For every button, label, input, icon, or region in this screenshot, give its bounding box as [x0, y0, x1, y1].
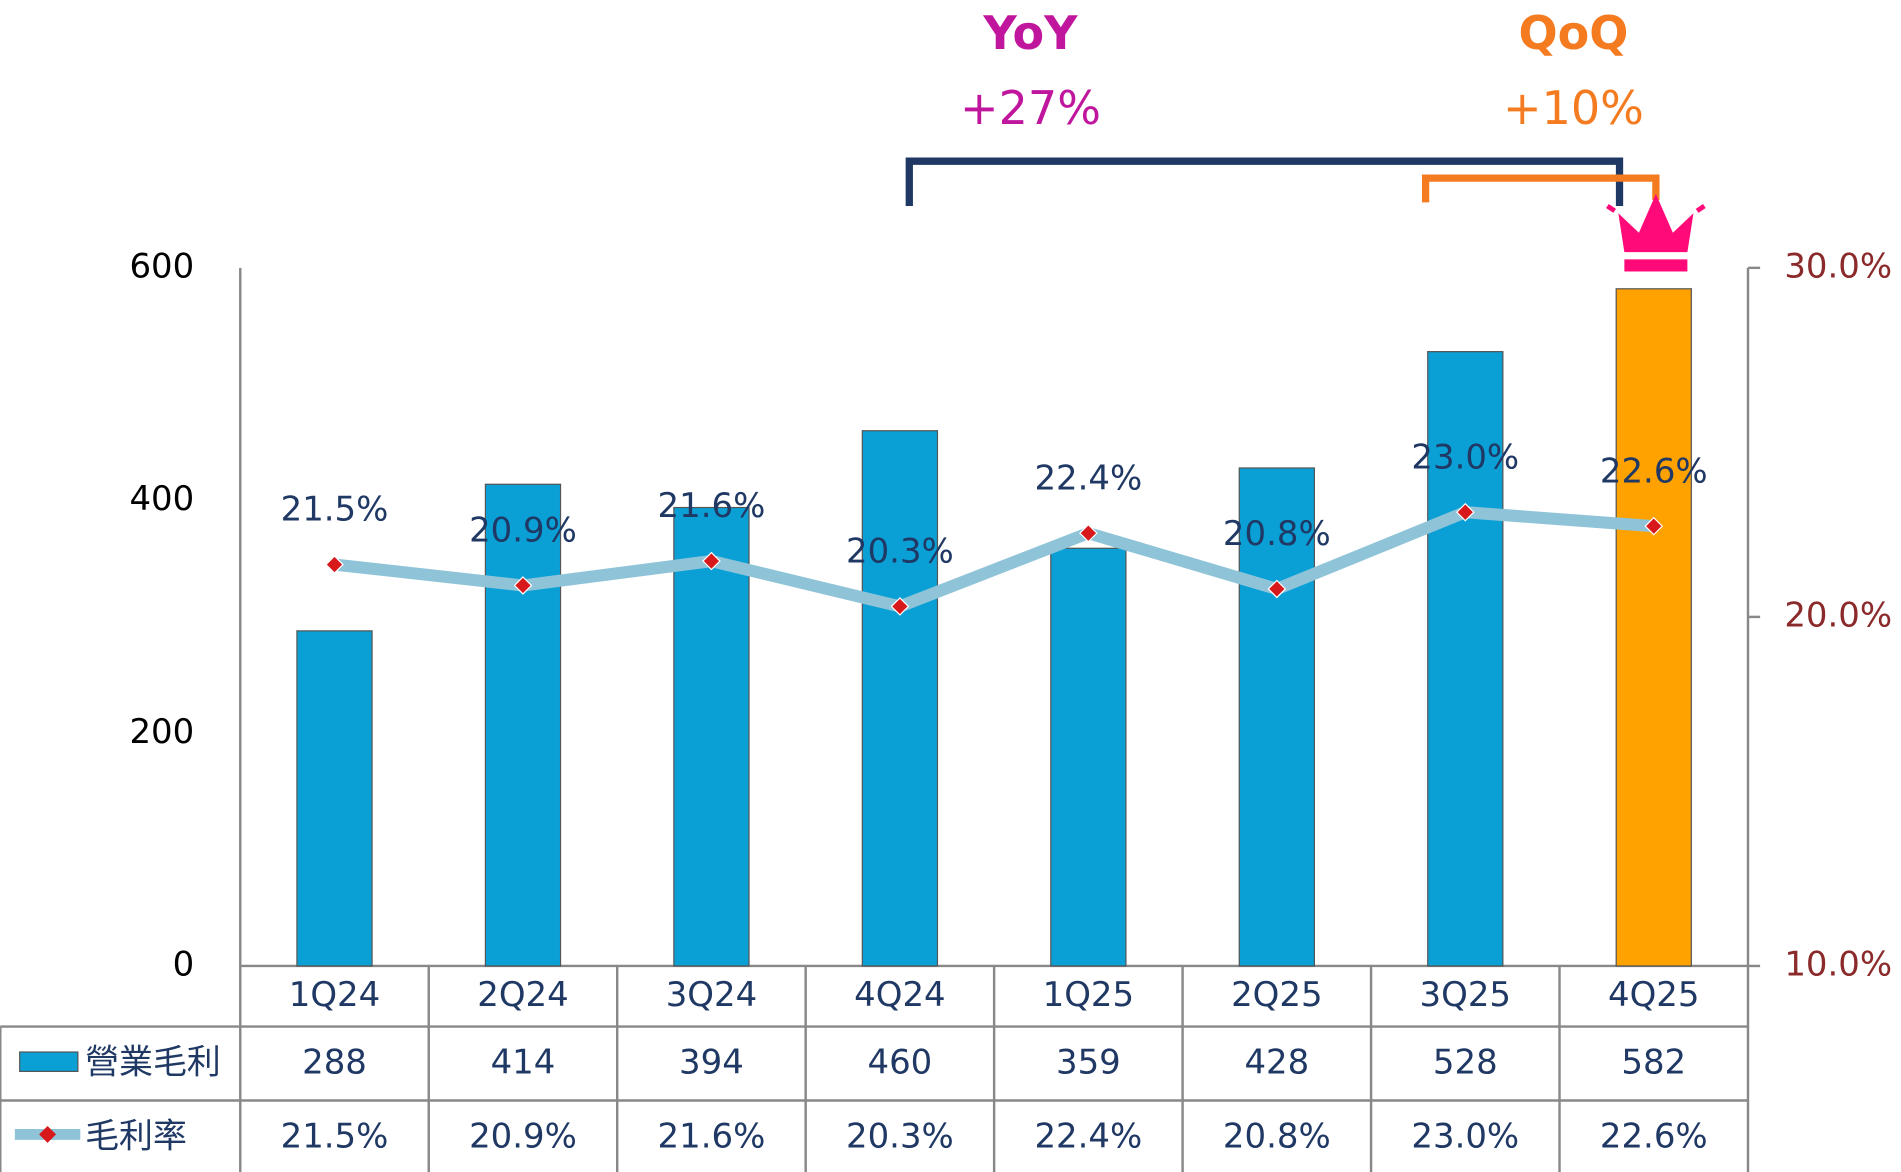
bar [296, 630, 373, 967]
annotation-title: QoQ [1518, 6, 1628, 60]
table-cell: 359 [1056, 1044, 1121, 1083]
x-tick-label: 1Q24 [289, 976, 380, 1015]
bar [1427, 351, 1504, 967]
data-label: 20.8% [1223, 515, 1331, 554]
table-cell: 288 [302, 1044, 367, 1083]
annotation-text: +10% [1503, 81, 1644, 135]
table-cell: 22.6% [1600, 1118, 1708, 1157]
x-tick-label: 2Q25 [1231, 976, 1322, 1015]
annotation-text: +27% [960, 81, 1101, 135]
bar [484, 483, 562, 967]
y-tick-label: 600 [129, 247, 194, 286]
marker [1267, 579, 1287, 599]
x-tick-label: 1Q25 [1043, 976, 1134, 1015]
bar [1050, 547, 1127, 967]
y2-tick-label: 20.0% [1784, 596, 1892, 635]
crown [1606, 193, 1706, 272]
bar [1238, 467, 1316, 967]
data-label: 21.6% [658, 487, 766, 526]
y2-tick-label: 10.0% [1784, 945, 1892, 984]
y2-tick-label: 30.0% [1784, 247, 1892, 286]
table-cell: 414 [491, 1044, 556, 1083]
x-tick-label: 2Q24 [477, 976, 568, 1015]
table-cell: 20.8% [1223, 1118, 1331, 1157]
marker [890, 597, 910, 616]
y-tick-label: 400 [129, 480, 194, 519]
table-cell: 20.3% [846, 1118, 954, 1157]
marker [513, 576, 533, 595]
x-tick-label: 4Q24 [854, 976, 945, 1015]
bar [673, 506, 750, 967]
data-label: 22.4% [1034, 459, 1142, 498]
yoy-bracket [905, 157, 1624, 207]
data-label: 21.5% [281, 491, 389, 530]
annotation-title: YoY [982, 6, 1078, 60]
data-label: 20.9% [469, 512, 577, 551]
x-tick-label: 3Q25 [1420, 976, 1511, 1015]
legend-label: 營業毛利 [85, 1044, 221, 1083]
table-cell: 20.9% [469, 1118, 577, 1157]
marker [325, 555, 344, 574]
data-label: 23.0% [1411, 438, 1519, 477]
table-cell: 582 [1621, 1044, 1686, 1083]
marker [702, 551, 721, 571]
legend-label: 毛利率 [85, 1118, 187, 1157]
y-tick-label: 200 [129, 713, 194, 752]
table-cell: 528 [1433, 1044, 1498, 1083]
table-cell: 21.6% [658, 1118, 766, 1157]
y-tick-label: 0 [173, 945, 195, 984]
marker [1644, 516, 1664, 536]
line [333, 506, 1655, 613]
table-cell: 394 [679, 1044, 744, 1083]
data-label: 20.3% [846, 533, 954, 572]
table-cell: 428 [1244, 1044, 1309, 1083]
legend-swatch [19, 1051, 79, 1073]
legend-swatch [39, 1125, 57, 1143]
x-tick-label: 3Q24 [666, 976, 757, 1015]
bar [1615, 288, 1692, 967]
table-cell: 22.4% [1034, 1118, 1142, 1157]
table-cell: 21.5% [281, 1118, 389, 1157]
marker [1079, 523, 1098, 543]
data-label: 22.6% [1600, 452, 1708, 491]
marker [1455, 502, 1475, 522]
table-cell: 460 [868, 1044, 933, 1083]
x-tick-label: 4Q25 [1608, 976, 1699, 1015]
qoq-bracket [1421, 174, 1660, 203]
bar [861, 430, 939, 967]
table-cell: 23.0% [1411, 1118, 1519, 1157]
